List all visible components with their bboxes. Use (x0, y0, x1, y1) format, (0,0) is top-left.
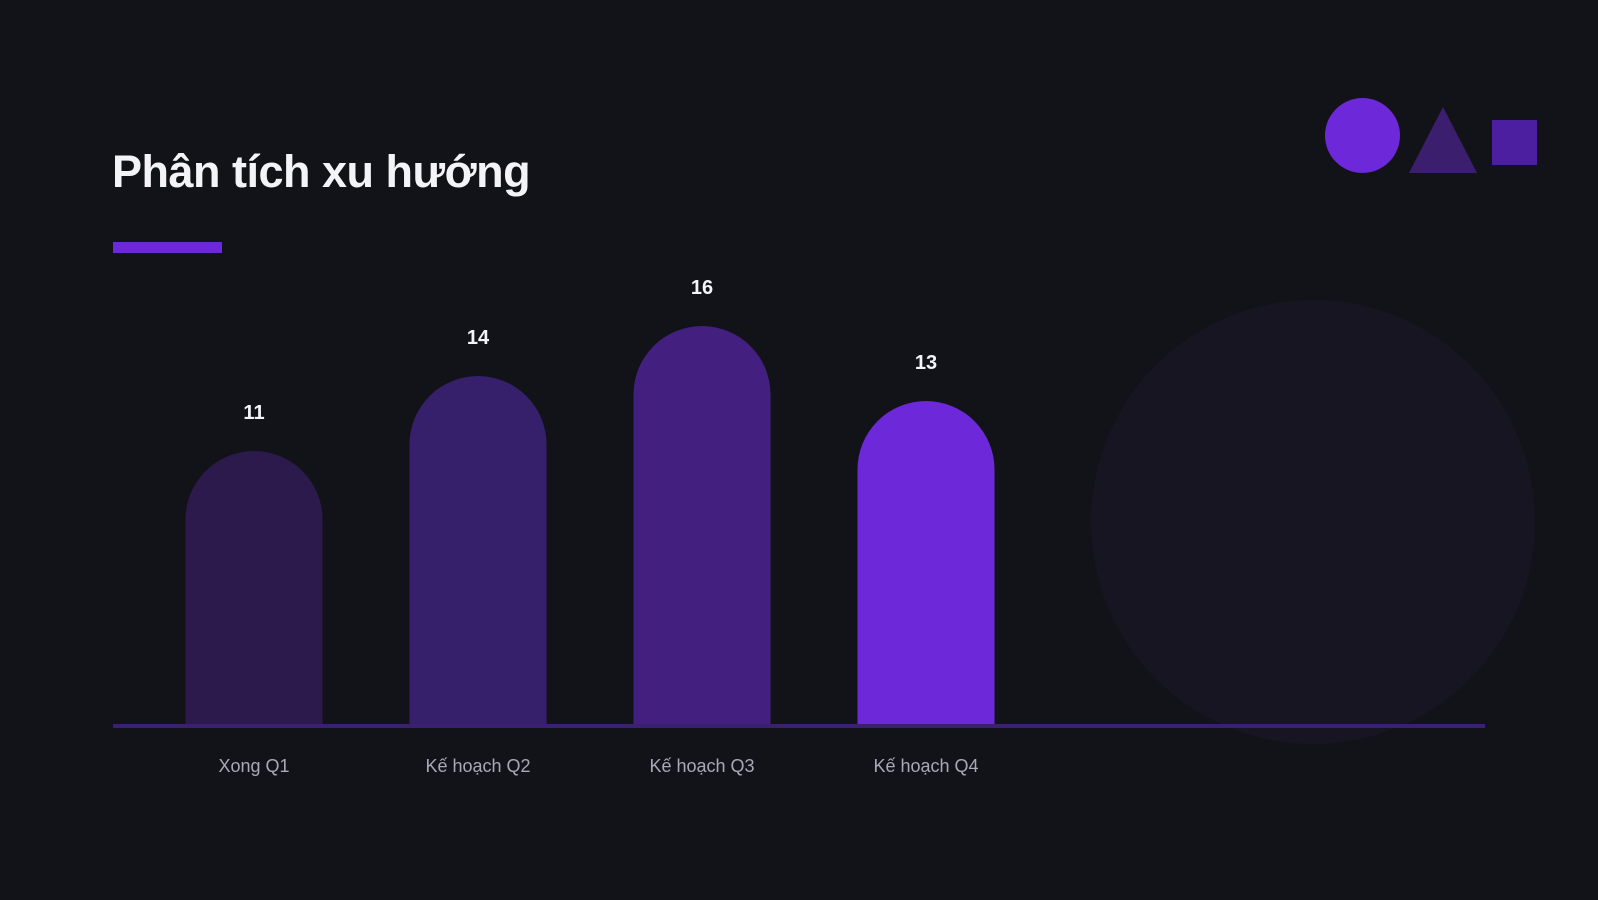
title-accent-bar (113, 242, 222, 253)
slide-title: Phân tích xu hướng (112, 146, 531, 197)
background-circle-decoration (1091, 300, 1535, 744)
chart-baseline (113, 724, 1485, 728)
bar-1 (185, 451, 323, 726)
category-label: Kế hoạch Q3 (649, 756, 754, 776)
square-shape-icon (1492, 120, 1537, 165)
bar-value-label: 13 (915, 352, 937, 374)
category-label: Xong Q1 (218, 756, 289, 776)
bar-value-label: 14 (467, 327, 490, 349)
bar-2 (409, 375, 547, 726)
bar-value-label: 16 (691, 277, 713, 299)
category-label: Kế hoạch Q4 (873, 756, 978, 776)
bar-4 (857, 401, 995, 726)
bar-value-label: 11 (243, 402, 264, 424)
bar-3 (633, 326, 771, 726)
triangle-shape-icon (1409, 107, 1477, 173)
category-label: Kế hoạch Q2 (425, 756, 530, 776)
circle-shape-icon (1325, 98, 1400, 173)
